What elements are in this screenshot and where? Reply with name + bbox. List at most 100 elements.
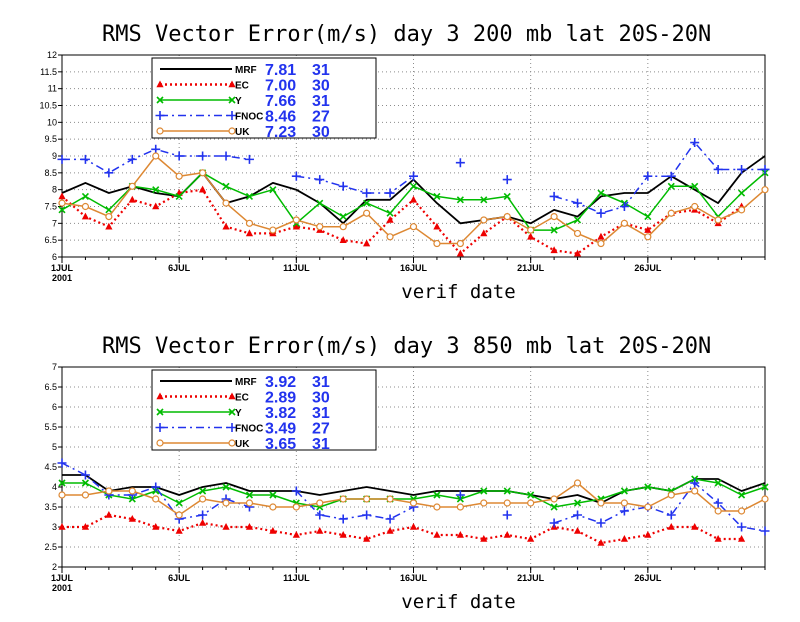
x-tick-label: 6JUL (168, 263, 191, 273)
data-point (363, 209, 371, 217)
data-point (619, 202, 629, 211)
legend-series-name: MRF (235, 377, 257, 388)
data-point (597, 189, 605, 197)
data-point (456, 196, 464, 204)
data-point (80, 154, 90, 164)
data-point (480, 487, 488, 495)
legend-series-count: 31 (312, 374, 330, 391)
data-point (222, 222, 230, 230)
data-point (573, 198, 583, 208)
data-point (456, 249, 464, 257)
data-point (455, 158, 465, 168)
x-tick-label-line: 21JUL (517, 263, 545, 273)
data-point (339, 531, 347, 538)
data-point (339, 223, 347, 231)
data-point (152, 202, 160, 210)
data-point (198, 151, 208, 161)
data-point (480, 196, 488, 204)
x-tick-label: 16JUL (400, 263, 428, 273)
legend-series-count: 31 (312, 436, 330, 453)
data-point (737, 206, 746, 214)
data-point (128, 195, 136, 203)
series-uk (58, 479, 769, 519)
legend-series-mean: 3.65 (265, 436, 296, 453)
data-point (550, 213, 558, 221)
data-point (81, 202, 90, 211)
data-point (527, 491, 535, 499)
data-point (409, 171, 418, 181)
data-point (175, 527, 183, 534)
data-point (269, 226, 277, 234)
data-point (644, 503, 652, 511)
legend-marker (156, 80, 164, 88)
data-point (667, 182, 675, 190)
data-point (245, 219, 254, 227)
legend-series-name: EC (235, 393, 249, 404)
y-tick-label: 7.5 (44, 202, 57, 212)
data-point (105, 222, 113, 230)
data-point (174, 151, 184, 161)
y-tick-label: 6 (52, 402, 57, 412)
data-point (338, 514, 348, 524)
data-point (152, 523, 160, 530)
data-point (527, 535, 535, 542)
y-tick-label: 11.5 (40, 67, 57, 77)
data-point (386, 215, 394, 223)
data-point (222, 199, 230, 207)
data-point (58, 491, 66, 499)
y-tick-label: 3.5 (44, 502, 57, 512)
legend-series-mean: 7.00 (265, 78, 296, 95)
data-point (573, 249, 582, 257)
legend-series-name: Y (235, 408, 242, 419)
data-point (128, 487, 136, 495)
data-point (199, 487, 207, 495)
x-tick-label: 26JUL (634, 263, 662, 273)
data-point (81, 212, 90, 220)
legend-marker (156, 392, 164, 400)
data-point (691, 182, 699, 190)
legend-series-mean: 7.81 (265, 62, 296, 79)
data-point (175, 192, 183, 200)
legend-series-name: Y (235, 96, 242, 107)
data-point (57, 154, 67, 164)
data-point (105, 487, 113, 495)
data-point (362, 510, 372, 520)
series-line (553, 482, 766, 532)
data-point (714, 479, 722, 487)
data-point (714, 535, 722, 542)
data-point (691, 202, 699, 211)
data-point (644, 483, 652, 491)
data-point (316, 499, 324, 507)
data-point (644, 531, 652, 538)
data-point (667, 523, 675, 530)
x-tick-label: 16JUL (400, 573, 428, 583)
x-tick-label-line: 1JUL (51, 573, 74, 583)
data-point (363, 495, 371, 503)
data-point (737, 164, 747, 174)
legend-marker (228, 80, 236, 88)
x-tick-label: 11JUL (283, 573, 310, 583)
data-point (620, 487, 628, 495)
data-point (456, 503, 464, 511)
x-axis-label: verif date (401, 281, 515, 303)
x-tick-label: 1JUL 2001 (51, 573, 74, 593)
data-point (737, 522, 747, 532)
chart-title: RMS Vector Error(m/s) day 3 200 mb lat 2… (102, 22, 711, 47)
data-point (714, 507, 722, 515)
legend-marker (228, 408, 236, 416)
data-point (760, 526, 770, 536)
data-point (667, 491, 675, 499)
data-point (573, 216, 582, 224)
x-tick-label-line: 16JUL (400, 573, 428, 583)
data-point (269, 186, 277, 194)
legend-marker (227, 111, 237, 120)
legend-marker (228, 127, 236, 135)
data-point (480, 216, 488, 224)
legend-series-name: EC (235, 81, 249, 92)
x-tick-label: 6JUL (168, 573, 191, 583)
data-point (315, 510, 325, 520)
legend-series-name: UK (235, 127, 250, 138)
series-ec (58, 185, 746, 257)
data-point (245, 523, 254, 530)
data-point (527, 232, 535, 240)
